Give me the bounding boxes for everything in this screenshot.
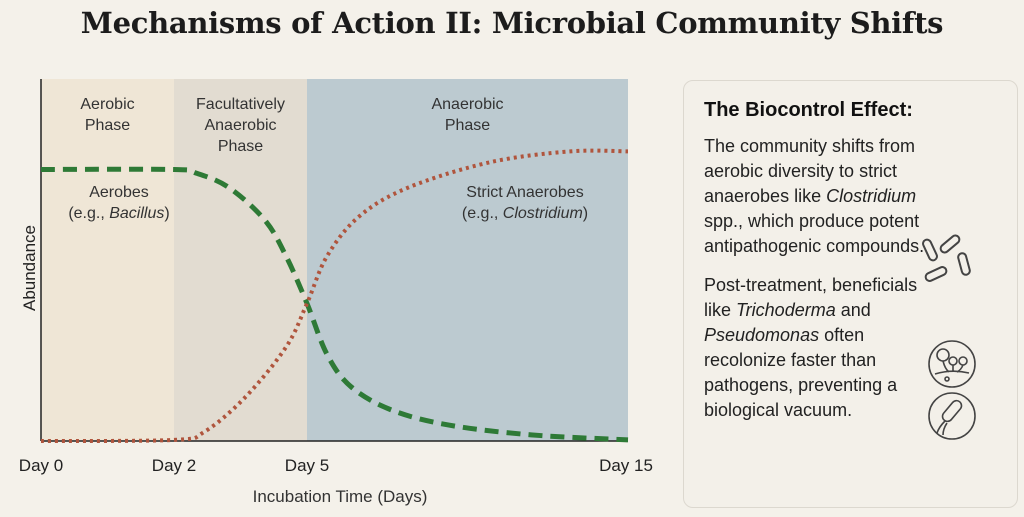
- text-italic: Clostridium: [826, 186, 917, 206]
- series-label-part: ): [164, 205, 170, 222]
- fungi-icon: [928, 340, 976, 388]
- phase-label-line: Anaerobic: [431, 96, 504, 113]
- phase-band: [307, 79, 628, 441]
- phase-label-line: Aerobic: [80, 96, 135, 113]
- phase-label-line: Phase: [84, 117, 131, 134]
- phase-band: [41, 79, 174, 441]
- page-title: Mechanisms of Action II: Microbial Commu…: [80, 6, 944, 40]
- series-label-part: ): [582, 205, 589, 222]
- x-tick-label: Day 2: [151, 456, 197, 475]
- text-italic: Pseudomonas: [704, 325, 820, 345]
- bacteria-rods-icon: [922, 234, 971, 282]
- text-italic: Trichoderma: [736, 300, 836, 320]
- series-line-strict-anaerobes: [40, 148, 629, 443]
- chart: [40, 79, 629, 443]
- phase-label: Facultatively Anaerobic Phase: [166, 94, 316, 157]
- text: and: [835, 300, 871, 320]
- phase-label: Aerobic Phase: [33, 94, 183, 136]
- panel-paragraph-2: Post-treatment, beneficials like Trichod…: [704, 273, 939, 423]
- text: spp., which produce potent antipathogeni…: [704, 211, 925, 256]
- phase-label-line: Phase: [444, 117, 491, 134]
- text: often recolonize faster than pathogens, …: [704, 325, 898, 420]
- x-tick-label: Day 15: [599, 456, 653, 475]
- info-panel: The Biocontrol Effect: The community shi…: [683, 80, 1018, 508]
- phase-label-line: Phase: [217, 138, 264, 155]
- x-tick-label: Day 0: [18, 456, 64, 475]
- series-label: Aerobes (e.g., Bacillus): [19, 182, 219, 224]
- bacterium-flagella-icon: [928, 392, 976, 440]
- series-label: Strict Anaerobes (e.g., Clostridium): [425, 182, 625, 224]
- series-name: Strict Anaerobes: [466, 184, 584, 201]
- x-tick-label: Day 5: [284, 456, 330, 475]
- series-example: (e.g., Bacillus): [19, 203, 219, 224]
- phase-band: [174, 79, 307, 441]
- series-label-part: (e.g.,: [68, 205, 110, 222]
- phase-label-line: Anaerobic: [204, 117, 277, 134]
- panel-paragraph-1: The community shifts from aerobic divers…: [704, 134, 939, 259]
- x-axis-label: Incubation Time (Days): [252, 487, 428, 506]
- text: Post-treatment, beneficials like: [704, 275, 918, 320]
- series-example: (e.g., Clostridium): [425, 203, 625, 224]
- phase-label: Anaerobic Phase: [393, 94, 543, 136]
- series-label-part: Clostridium: [502, 205, 583, 222]
- series-label-part: Bacillus: [109, 205, 165, 222]
- phase-label-line: Facultatively: [196, 96, 285, 113]
- series-line-aerobes: [40, 166, 629, 443]
- panel-heading: The Biocontrol Effect:: [704, 99, 913, 121]
- series-name: Aerobes: [89, 184, 149, 201]
- text: The community shifts from aerobic divers…: [704, 136, 916, 206]
- y-axis-label: Abundance: [20, 224, 39, 312]
- series-label-part: (e.g.,: [461, 205, 503, 222]
